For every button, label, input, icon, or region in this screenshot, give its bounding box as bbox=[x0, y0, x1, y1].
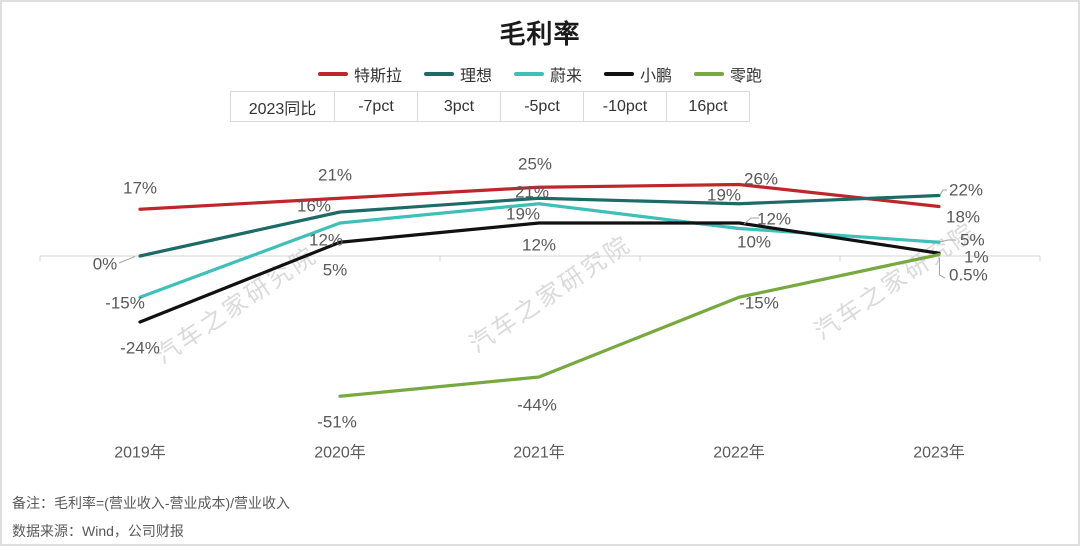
yoy-value-tesla: -7pct bbox=[335, 92, 418, 121]
data-label-tesla-3: 26% bbox=[744, 170, 778, 189]
label-leader-line bbox=[939, 239, 956, 243]
legend-label-xpeng: 小鹏 bbox=[640, 68, 673, 85]
legend-item-li-auto: 理想 bbox=[423, 62, 492, 86]
label-leader-line bbox=[743, 217, 759, 225]
data-label-tesla-0: 17% bbox=[123, 179, 157, 198]
legend-swatch-tesla bbox=[317, 72, 348, 76]
data-label-li-auto-4: 22% bbox=[949, 181, 983, 200]
x-axis-label-2: 2021年 bbox=[513, 444, 565, 462]
yoy-comparison-table: 2023同比 -7pct 3pct -5pct -10pct 16pct bbox=[230, 91, 750, 122]
footnote-source: 数据来源：Wind，公司财报 bbox=[12, 523, 184, 539]
x-axis-label-0: 2019年 bbox=[114, 444, 166, 462]
data-label-leapmotor-4: 0.5% bbox=[949, 266, 988, 285]
data-label-leapmotor-2: -44% bbox=[517, 396, 557, 415]
legend-swatch-li-auto bbox=[423, 72, 454, 76]
legend-label-tesla: 特斯拉 bbox=[353, 68, 402, 85]
x-axis-label-3: 2022年 bbox=[713, 444, 765, 462]
legend-item-leapmotor: 零跑 bbox=[694, 62, 762, 86]
legend-label-nio: 蔚来 bbox=[549, 68, 582, 85]
legend-item-xpeng: 小鹏 bbox=[604, 62, 672, 86]
chart-legend: 特斯拉 理想 蔚来 小鹏 零跑 bbox=[2, 62, 1078, 86]
yoy-table-header-cell: 2023同比 bbox=[231, 92, 335, 121]
data-label-xpeng-0: -24% bbox=[120, 339, 160, 358]
data-label-li-auto-0: 0% bbox=[93, 255, 118, 274]
yoy-value-xpeng: -10pct bbox=[584, 92, 667, 121]
data-label-tesla-4: 18% bbox=[946, 208, 980, 227]
label-leader-line bbox=[939, 189, 947, 196]
data-label-xpeng-4: 1% bbox=[964, 248, 989, 267]
data-label-tesla-1: 21% bbox=[318, 166, 352, 185]
data-label-xpeng-1: 5% bbox=[323, 261, 348, 280]
x-axis-label-4: 2023年 bbox=[913, 444, 965, 462]
yoy-value-leapmotor: 16pct bbox=[667, 92, 750, 121]
data-label-xpeng-3: 12% bbox=[757, 210, 791, 229]
series-line-li-auto bbox=[138, 193, 941, 258]
series-line-xpeng bbox=[138, 221, 941, 324]
x-axis-label-1: 2020年 bbox=[314, 444, 366, 462]
data-label-nio-1: 12% bbox=[309, 231, 343, 250]
page-title: 毛利率 bbox=[499, 19, 581, 49]
data-label-nio-3: 10% bbox=[737, 233, 771, 252]
series-line-tesla bbox=[138, 182, 941, 211]
data-label-nio-0: -15% bbox=[105, 294, 145, 313]
legend-item-tesla: 特斯拉 bbox=[317, 62, 402, 86]
legend-swatch-xpeng bbox=[604, 72, 634, 76]
data-label-nio-2: 19% bbox=[506, 205, 540, 224]
legend-swatch-leapmotor bbox=[694, 72, 725, 76]
data-label-nio-4: 5% bbox=[960, 231, 985, 250]
legend-swatch-nio bbox=[513, 72, 544, 76]
legend-label-li-auto: 理想 bbox=[459, 68, 492, 85]
footnote-formula: 备注：毛利率=(营业收入-营业成本)/营业收入 bbox=[12, 495, 291, 511]
data-label-li-auto-1: 16% bbox=[297, 197, 331, 216]
data-label-leapmotor-3: -15% bbox=[739, 294, 779, 313]
data-label-li-auto-3: 19% bbox=[707, 186, 741, 205]
label-leader-line bbox=[118, 256, 136, 264]
yoy-value-li-auto: 3pct bbox=[418, 92, 501, 121]
gross-margin-line-chart: 17% 21% 25% 26% 18% 0% 16% 21% 19% 22% -15% 12% 19% 1… bbox=[39, 155, 1041, 462]
series-line-leapmotor bbox=[338, 253, 941, 398]
axis-tick-marks bbox=[39, 256, 1041, 262]
legend-item-nio: 蔚来 bbox=[513, 62, 582, 86]
yoy-value-nio: -5pct bbox=[501, 92, 584, 121]
data-label-li-auto-2: 21% bbox=[515, 183, 549, 202]
legend-label-leapmotor: 零跑 bbox=[730, 68, 763, 85]
data-label-leapmotor-1: -51% bbox=[317, 413, 357, 432]
label-leader-line bbox=[939, 258, 946, 279]
data-label-tesla-2: 25% bbox=[518, 155, 552, 174]
data-label-xpeng-2: 12% bbox=[522, 236, 556, 255]
